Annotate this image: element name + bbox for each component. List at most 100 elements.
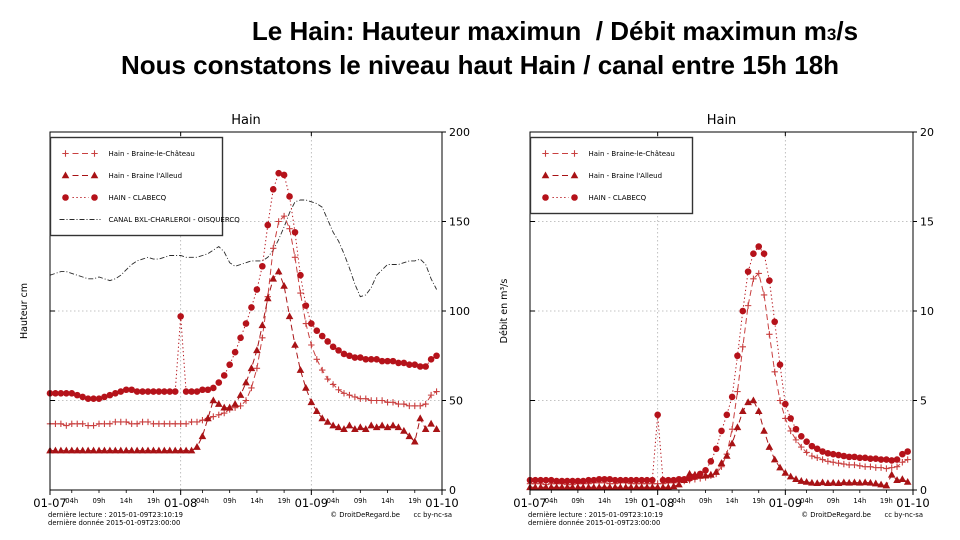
x-tick-hour-label: 09h — [571, 497, 584, 505]
x-tick-day-label: 01-08 — [641, 496, 674, 510]
triangle-marker — [760, 426, 768, 434]
x-tick-hour-label: 19h — [408, 497, 421, 505]
triangle-marker — [351, 425, 359, 432]
plus-marker — [856, 462, 864, 470]
plus-marker — [90, 422, 97, 429]
x-tick-hour-label: 14h — [120, 497, 133, 505]
triangle-marker — [116, 446, 125, 454]
circle-marker — [122, 386, 130, 394]
x-tick-hour-label: 09h — [93, 497, 106, 505]
circle-marker — [670, 476, 677, 484]
plus-marker — [182, 420, 190, 427]
plus-marker — [734, 388, 741, 395]
circle-marker — [248, 304, 255, 311]
triangle-marker — [432, 425, 441, 432]
triangle-marker — [637, 483, 646, 491]
triangle-marker — [712, 468, 720, 475]
plus-marker — [819, 456, 826, 463]
triangle-marker — [214, 400, 223, 407]
legend-label: Hain - Braine l'Alleud — [109, 172, 183, 180]
plus-marker — [395, 400, 402, 408]
circle-marker — [574, 477, 582, 485]
circle-marker — [627, 476, 635, 484]
circle-marker — [52, 390, 59, 397]
plus-marker — [199, 416, 206, 424]
circle-marker — [755, 243, 763, 250]
circle-marker — [872, 455, 880, 462]
axes: 0 50 100 150 200 01-07 01-08 01-09 01-10 04h 09h 14… — [33, 126, 470, 510]
line-chart-svg: 0 5 10 15 20 01-07 01-08 01-09 01-10 04h 09h 14h 19h… — [499, 113, 934, 527]
plus-marker — [400, 400, 408, 408]
circle-marker — [215, 379, 223, 386]
circle-marker — [171, 388, 179, 395]
plus-marker — [161, 420, 168, 427]
circle-marker — [537, 476, 544, 484]
circle-marker — [888, 457, 896, 464]
triangle-marker — [410, 437, 419, 445]
plus-marker — [84, 422, 92, 429]
footer-credit: © DroitDeRegard.be — [330, 511, 400, 519]
plus-marker — [112, 418, 119, 426]
circle-marker — [638, 476, 646, 484]
triangle-marker — [356, 423, 365, 431]
triangle-marker — [685, 469, 694, 477]
triangle-marker — [570, 171, 579, 179]
footer-license: cc by-nc-sa — [413, 511, 452, 519]
circle-marker — [68, 390, 76, 397]
plus-marker — [755, 270, 762, 277]
plus-marker — [248, 384, 255, 392]
plus-marker — [824, 458, 832, 465]
triangle-marker — [600, 483, 609, 491]
triangle-marker — [893, 476, 901, 483]
plus-marker — [571, 150, 578, 157]
triangle-marker — [323, 417, 332, 425]
triangle-marker — [765, 443, 774, 450]
circle-marker — [400, 359, 408, 367]
chart-footer: dernière lecture : 2015-01-09T23:10:19de… — [528, 511, 923, 527]
plus-marker — [286, 225, 293, 232]
triangle-marker — [312, 407, 321, 415]
line-chart-svg: 0 50 100 150 200 01-07 01-08 01-09 01-10 04h 09h 14… — [19, 113, 470, 527]
plus-marker — [840, 460, 848, 468]
circle-marker — [275, 169, 282, 177]
circle-marker — [840, 452, 848, 460]
circle-marker — [643, 476, 651, 484]
triangle-marker — [866, 478, 875, 486]
x-tick-hour-label: 09h — [699, 497, 712, 505]
circle-marker — [433, 352, 440, 360]
plus-marker — [411, 402, 418, 410]
triangle-marker — [285, 312, 294, 320]
circle-marker — [883, 456, 890, 463]
plus-marker — [144, 418, 152, 426]
plus-marker — [877, 464, 885, 471]
plus-marker — [172, 420, 179, 427]
circle-marker — [117, 388, 125, 395]
plus-marker — [373, 397, 380, 404]
triangle-marker — [818, 478, 827, 486]
triangle-marker — [62, 446, 71, 454]
triangle-marker — [643, 483, 651, 491]
circle-marker — [606, 475, 614, 483]
footer-last-data: dernière donnée 2015-01-09T23:00:00 — [528, 519, 660, 527]
circle-marker — [590, 476, 598, 484]
circle-marker — [680, 475, 688, 483]
circle-marker — [57, 390, 65, 397]
circle-marker — [346, 352, 353, 360]
circle-marker — [766, 277, 773, 284]
plus-marker — [155, 420, 163, 427]
x-tick-hour-label: 19h — [880, 497, 893, 505]
circle-marker — [665, 476, 672, 484]
circle-marker — [378, 357, 386, 365]
circle-marker — [771, 318, 778, 326]
x-tick-day-label: 01-08 — [164, 496, 197, 510]
circle-marker — [691, 473, 699, 480]
triangle-marker — [792, 475, 800, 483]
legend-label: CANAL BXL-CHARLEROI - OISQUERCQ — [109, 216, 241, 224]
triangle-marker — [632, 483, 641, 491]
plus-marker — [270, 245, 277, 252]
circle-marker — [308, 320, 315, 327]
circle-marker — [601, 475, 608, 483]
circle-marker — [62, 194, 69, 201]
triangle-marker — [61, 171, 70, 179]
triangle-marker — [209, 396, 218, 404]
